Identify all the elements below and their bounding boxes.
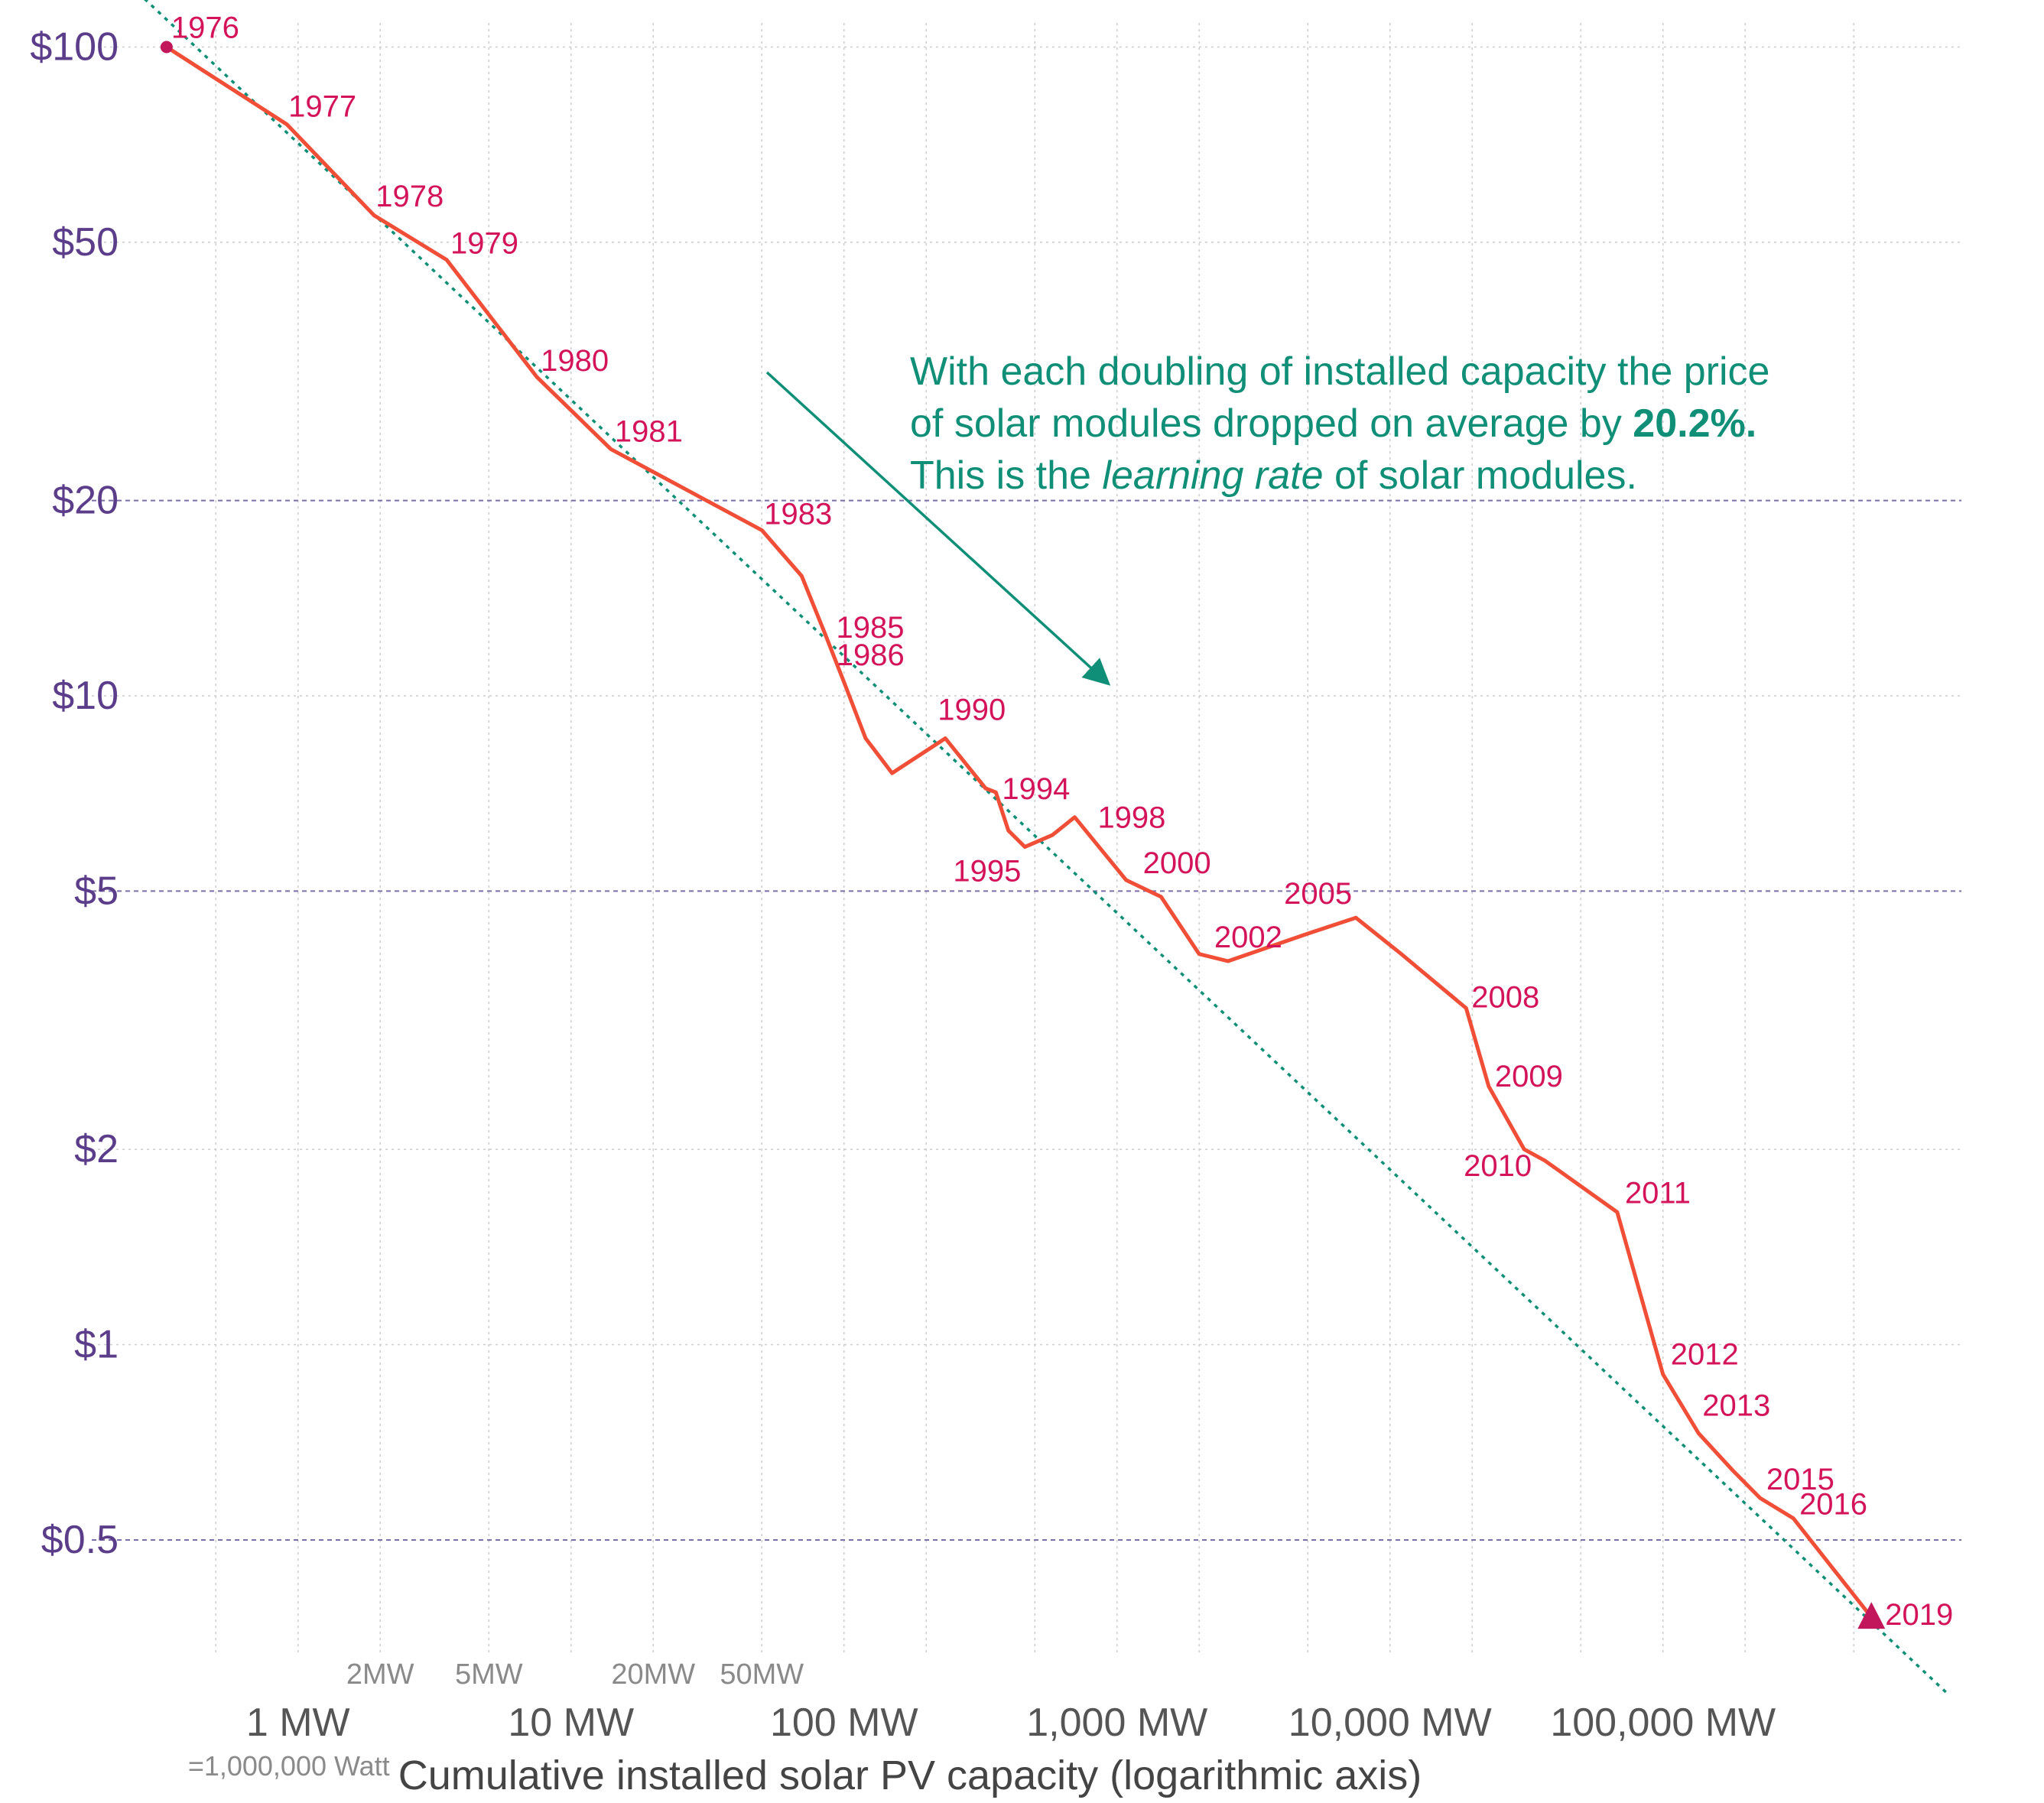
y-tick-label: $20 [52,479,119,523]
year-label-1994: 1994 [1002,772,1070,806]
annotation-arrow [765,371,1111,686]
price-series-group [160,41,1886,1629]
year-label-1986: 1986 [837,638,905,672]
y-tick-label: $5 [74,869,119,913]
y-tick-label: $1 [74,1323,119,1367]
year-label-2009: 2009 [1495,1060,1563,1093]
year-label-2011: 2011 [1625,1176,1691,1210]
y-tick-label: $100 [30,24,119,69]
year-label-1981: 1981 [615,414,683,448]
year-label-2016: 2016 [1799,1488,1867,1522]
year-label-1980: 1980 [541,344,609,378]
year-label-1978: 1978 [375,180,444,213]
start-point-marker [160,41,173,54]
x-axis-title: Cumulative installed solar PV capacity (… [398,1753,1422,1798]
year-label-1990: 1990 [938,694,1006,727]
x-tick-sublabel: =1,000,000 Watt [188,1750,390,1782]
year-label-2000: 2000 [1143,846,1211,880]
year-label-2019: 2019 [1885,1598,1953,1632]
x-minor-tick-label: 2MW [346,1658,414,1691]
end-point-marker [1857,1602,1886,1629]
grid [92,23,1961,1655]
y-tick-label: $2 [74,1127,119,1171]
x-tick-label: 100,000 MW [1550,1701,1776,1745]
annotation-line-3: This is the learning rate of solar modul… [910,453,1637,498]
y-tick-label: $10 [52,674,119,718]
learning-rate-trend-line [144,0,1948,1694]
year-label-2002: 2002 [1214,921,1282,954]
annotation-line-1: With each doubling of installed capacity… [910,349,1769,394]
y-tick-label: $50 [52,220,119,265]
year-label-1976: 1976 [171,11,239,44]
x-minor-tick-label: 50MW [720,1658,804,1691]
annotation-line-2: of solar modules dropped on average by 2… [910,401,1756,446]
x-tick-label: 1,000 MW [1026,1701,1207,1745]
x-tick-label: 10 MW [508,1701,634,1745]
x-minor-tick-label: 20MW [611,1658,695,1691]
year-label-1979: 1979 [450,227,518,261]
year-label-2015: 2015 [1766,1463,1834,1496]
x-tick-label: 10,000 MW [1288,1701,1492,1745]
x-tick-label: 100 MW [770,1701,918,1745]
y-axis: $100 $50 $20 $10 $5 $2 $1 $0.5 [30,24,119,1561]
x-axis: 1 MW =1,000,000 Watt 10 MW 100 MW 1,000 MW 10… [188,1658,1776,1782]
price-series-line [164,45,1873,1619]
year-label-1983: 1983 [764,497,832,531]
y-tick-label: $0.5 [41,1518,119,1562]
trend-line-group [144,0,1948,1694]
year-label-2010: 2010 [1464,1149,1532,1183]
year-label-1995: 1995 [953,855,1021,889]
learning-rate-annotation: With each doubling of installed capacity… [765,349,1769,686]
x-minor-tick-label: 5MW [455,1658,523,1691]
x-tick-label: 1 MW [246,1701,350,1745]
year-label-1985: 1985 [837,611,905,645]
year-label-2013: 2013 [1702,1389,1770,1422]
year-label-1998: 1998 [1097,801,1165,835]
year-label-2008: 2008 [1471,981,1539,1015]
year-label-2012: 2012 [1671,1337,1739,1371]
year-label-2005: 2005 [1284,877,1352,911]
year-label-1977: 1977 [288,90,356,124]
